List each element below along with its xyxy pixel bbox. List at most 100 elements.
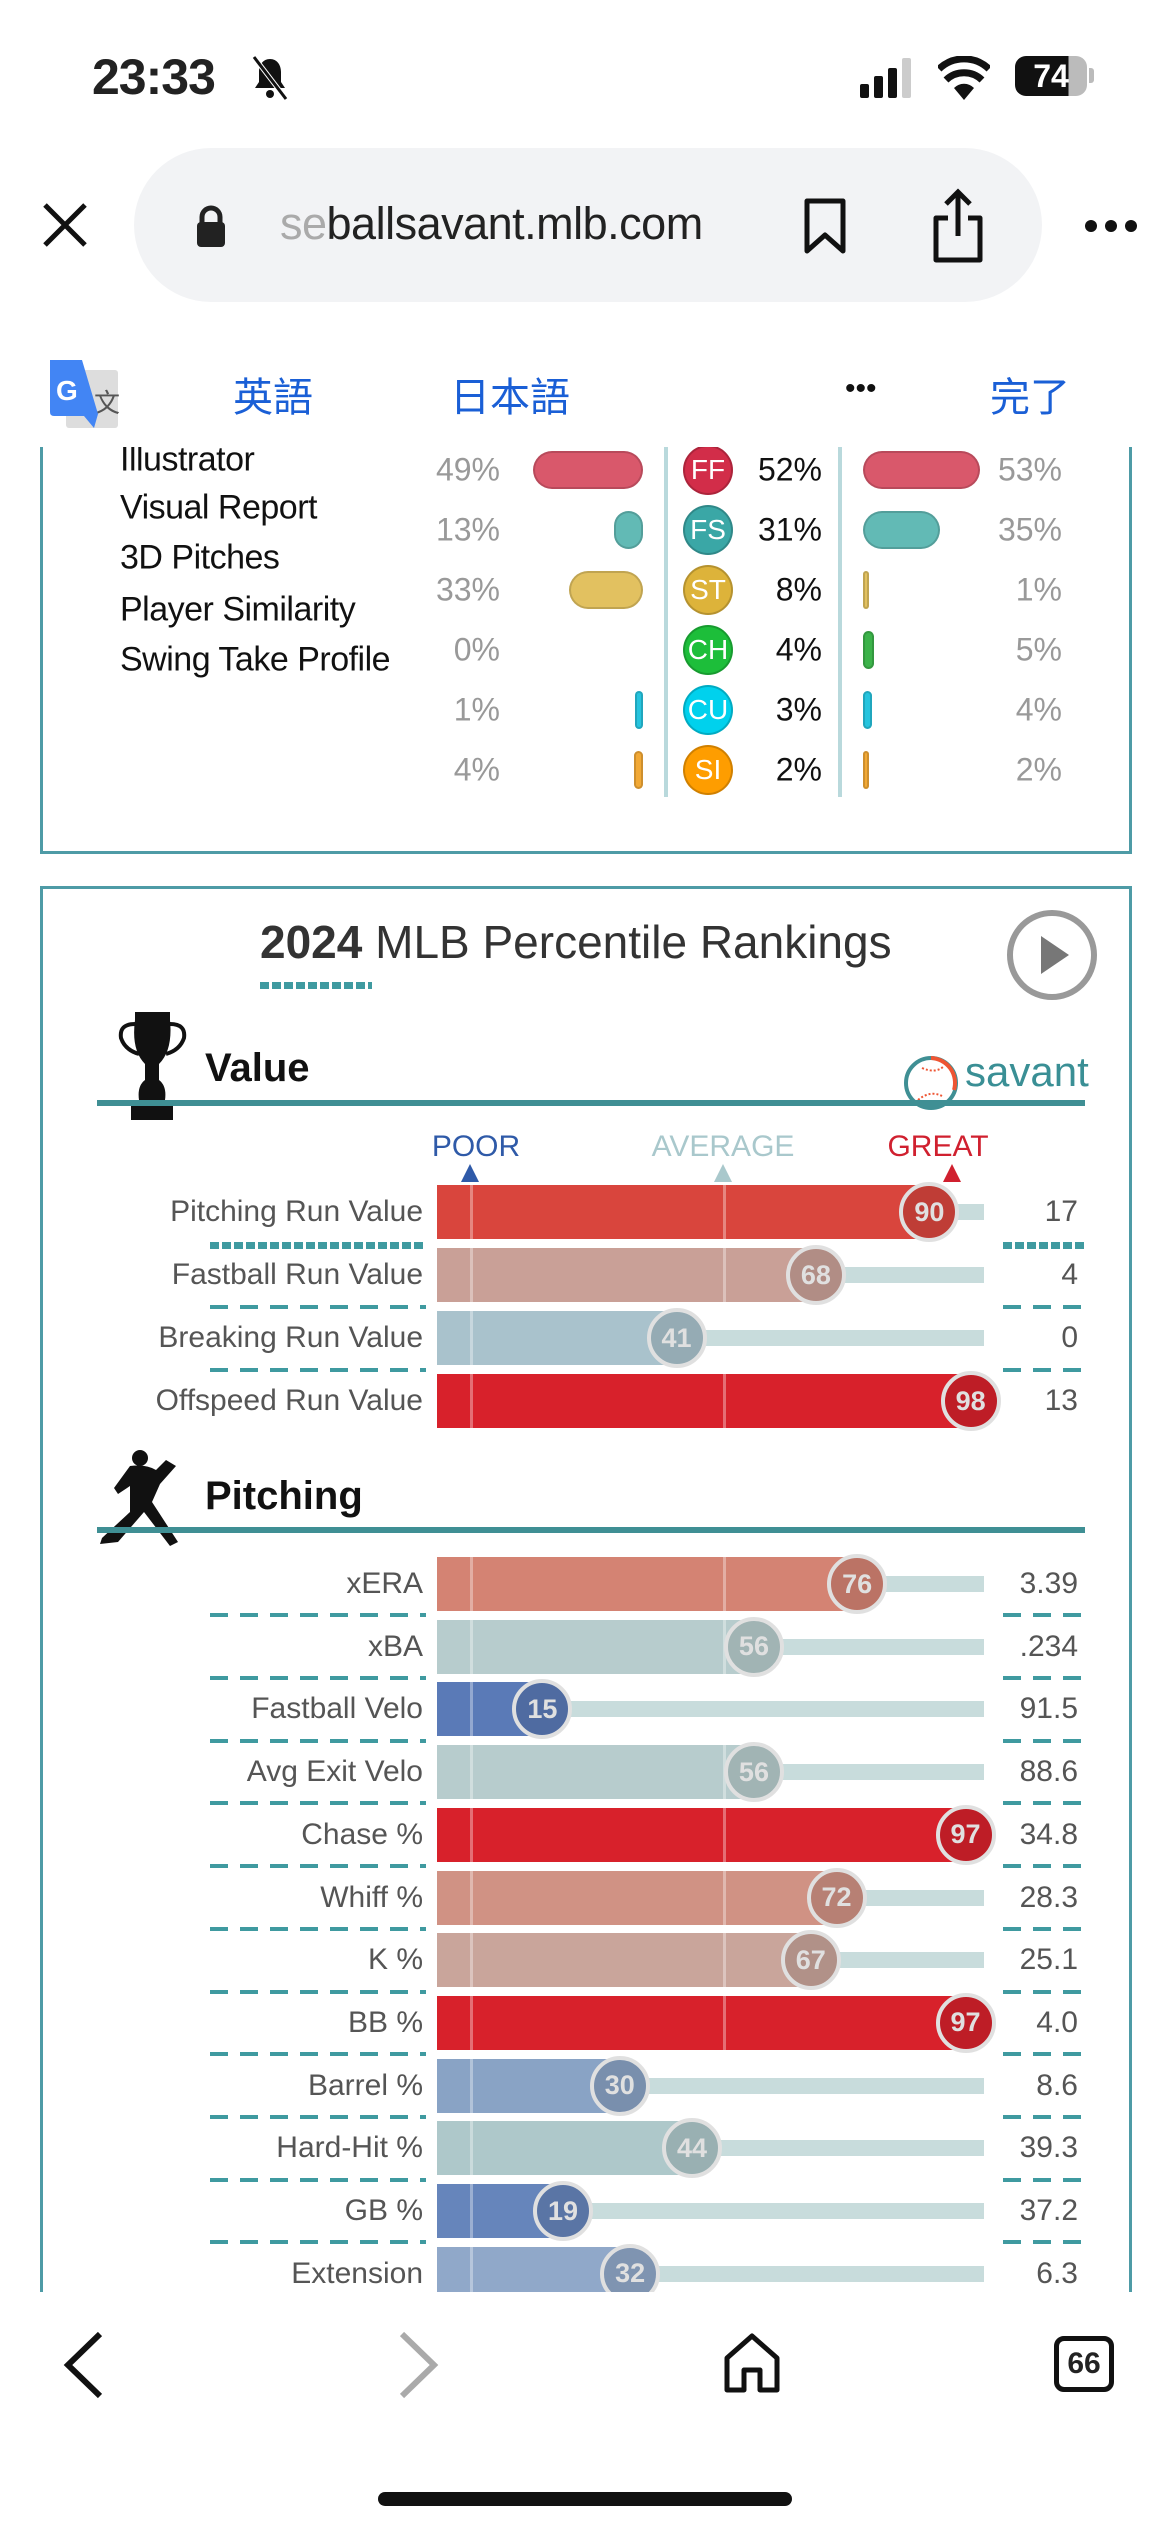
gridline <box>470 1682 473 1737</box>
row-separator <box>1003 1864 1085 1869</box>
percentile-badge: 97 <box>935 1804 996 1865</box>
row-separator <box>1003 1676 1085 1681</box>
percentile-value: 32 <box>615 2258 646 2289</box>
translate-more-button[interactable]: ••• <box>845 372 877 405</box>
bookmark-icon[interactable] <box>803 198 847 254</box>
percentile-bar <box>437 2058 620 2113</box>
percentile-badge: 97 <box>935 1992 996 2053</box>
percentile-badge: 19 <box>533 2181 594 2241</box>
row-separator <box>210 2052 426 2057</box>
play-button[interactable] <box>1005 908 1099 1002</box>
percentile-bar <box>437 1995 966 2050</box>
legend-great: GREAT <box>887 1130 989 1163</box>
row-separator <box>210 1801 426 1806</box>
row-separator <box>210 1304 426 1309</box>
metric-label: BB % <box>347 2005 423 2039</box>
divider <box>838 447 842 797</box>
metric-label: Whiff % <box>320 1880 423 1914</box>
tabs-button[interactable]: 66 <box>1054 2336 1114 2392</box>
gridline <box>723 1185 726 1239</box>
metric-label: Fastball Velo <box>251 1692 423 1726</box>
share-icon[interactable] <box>930 188 986 264</box>
pitch-type-badge-cu: CU <box>683 685 733 735</box>
metric-value: 37.2 <box>1019 2194 1078 2227</box>
menu-item-player-similarity[interactable]: Player Similarity <box>120 590 356 629</box>
gridline <box>470 2058 473 2113</box>
metric-value: 39.3 <box>1019 2131 1078 2165</box>
percentile-bar <box>437 1807 966 1862</box>
google-translate-icon[interactable]: 文G <box>50 360 120 430</box>
metric-value: 4.0 <box>1036 2005 1078 2039</box>
percentile-value: 56 <box>738 1631 769 1662</box>
percentile-value: 30 <box>604 2070 635 2101</box>
page-content[interactable]: Illustrator Visual Report 3D Pitches Player… <box>0 447 1170 2292</box>
gridline <box>470 2246 473 2292</box>
url-text[interactable]: seballsavant.mlb.com <box>280 198 703 250</box>
row-separator <box>210 1367 426 1372</box>
url-bar[interactable] <box>134 148 1042 302</box>
gridline <box>723 1374 726 1428</box>
row-separator <box>1003 2240 1085 2245</box>
percentile-track <box>619 2077 984 2094</box>
percentile-rankings-panel <box>40 886 1132 2292</box>
percentile-badge: 98 <box>940 1371 1001 1431</box>
metric-value: 34.8 <box>1019 1817 1078 1851</box>
pct-mid: 8% <box>775 571 822 608</box>
battery-tip <box>1089 68 1094 83</box>
usage-bar-right <box>863 631 874 669</box>
usage-bar-right <box>863 571 869 609</box>
gridline <box>470 1745 473 1800</box>
pct-left: 49% <box>435 451 500 488</box>
menu-item-visual-report[interactable]: Visual Report <box>120 488 318 527</box>
percentile-value: 76 <box>842 1568 873 1599</box>
tab-target-language[interactable]: 日本語 <box>450 376 570 420</box>
menu-item-illustrator[interactable]: Illustrator <box>120 447 255 479</box>
pct-left: 1% <box>453 691 500 728</box>
metric-label: Extension <box>291 2256 423 2290</box>
home-icon[interactable] <box>722 2332 782 2394</box>
metric-label: xERA <box>346 1567 423 1600</box>
translate-done-button[interactable]: 完了 <box>990 376 1070 420</box>
pitch-mix-panel <box>40 447 1132 854</box>
percentile-value: 41 <box>661 1322 692 1353</box>
percentile-bar <box>437 1745 754 1800</box>
tab-source-language[interactable]: 英語 <box>233 376 313 420</box>
percentile-track <box>630 2265 984 2282</box>
wifi-icon <box>938 56 990 100</box>
legend-poor: POOR <box>431 1130 521 1163</box>
pct-mid: 2% <box>775 751 822 788</box>
metric-label: Chase % <box>301 1817 423 1851</box>
percentile-title: 2024 MLB Percentile Rankings <box>260 915 892 969</box>
menu-item-3d-pitches[interactable]: 3D Pitches <box>120 538 280 577</box>
gridline <box>470 1557 473 1611</box>
forward-icon[interactable] <box>396 2330 440 2400</box>
percentile-badge: 67 <box>780 1930 841 1991</box>
svg-text:文: 文 <box>94 389 120 419</box>
percentile-bar <box>437 2121 693 2176</box>
pct-left: 13% <box>435 511 500 548</box>
average-marker-icon <box>714 1164 732 1182</box>
gridline <box>470 1870 473 1925</box>
percentile-track <box>836 1889 984 1906</box>
percentile-track <box>676 1330 984 1346</box>
pct-mid: 52% <box>757 451 822 488</box>
close-icon[interactable] <box>42 202 88 248</box>
percentile-value: 72 <box>821 1882 852 1912</box>
percentile-badge: 41 <box>646 1308 707 1368</box>
usage-bar-right <box>863 451 980 489</box>
section-title-value: Value <box>205 1046 310 1090</box>
metric-label: Barrel % <box>307 2068 423 2102</box>
pct-left: 0% <box>453 631 500 668</box>
more-icon[interactable] <box>1083 218 1139 234</box>
usage-bar-right <box>863 691 872 729</box>
percentile-bar <box>437 1557 858 1611</box>
percentile-track <box>810 1952 984 1969</box>
row-separator <box>210 1864 426 1869</box>
year-selector-underline[interactable] <box>260 982 372 989</box>
menu-item-swing-take-profile[interactable]: Swing Take Profile <box>120 640 391 679</box>
row-separator <box>1003 2177 1085 2182</box>
metric-label: Breaking Run Value <box>158 1321 423 1354</box>
percentile-badge: 15 <box>512 1679 573 1740</box>
savant-brand[interactable]: savant <box>965 1048 1089 1095</box>
back-icon[interactable] <box>62 2330 106 2400</box>
